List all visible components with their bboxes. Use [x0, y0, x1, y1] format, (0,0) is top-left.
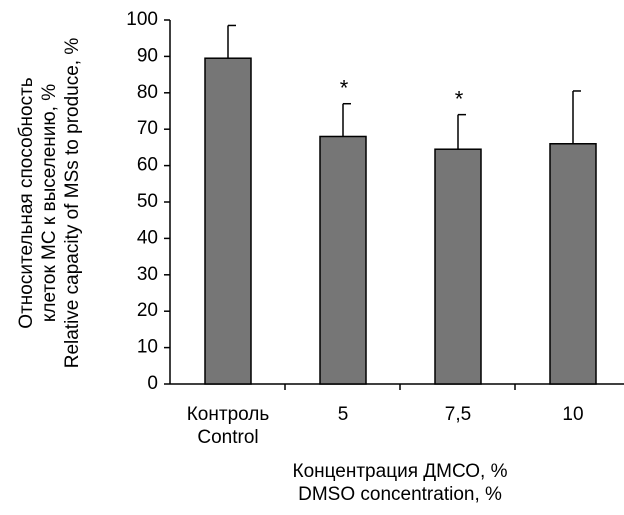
y-tick-label: 0: [147, 373, 158, 394]
y-tick-label: 70: [137, 118, 158, 139]
significance-mark: *: [340, 76, 349, 101]
x-axis-label: Концентрация ДМСО, % DMSO concentration,…: [292, 461, 508, 505]
y-tick-label: 20: [137, 300, 158, 321]
y-tick-label: 30: [137, 264, 158, 285]
y-tick-label: 90: [137, 45, 158, 66]
bar: [204, 57, 252, 385]
significance-mark: *: [455, 86, 464, 111]
bar: [549, 143, 597, 385]
x-tick-label: 7,5: [444, 404, 472, 425]
y-tick-label: 60: [137, 155, 158, 176]
y-axis-label: Относительная способность клеток МС к вы…: [16, 37, 83, 369]
y-tick-label: 10: [137, 337, 158, 358]
x-tick-label: 5: [337, 404, 349, 425]
x-tick-label: Контроль Control: [186, 404, 270, 448]
x-tick-label: 10: [562, 404, 584, 425]
y-tick-label: 100: [126, 9, 158, 30]
y-tick-label: 80: [137, 82, 158, 103]
bar: [434, 148, 482, 385]
bar: [319, 135, 367, 385]
y-tick-label: 40: [137, 227, 158, 248]
y-tick-label: 50: [137, 191, 158, 212]
